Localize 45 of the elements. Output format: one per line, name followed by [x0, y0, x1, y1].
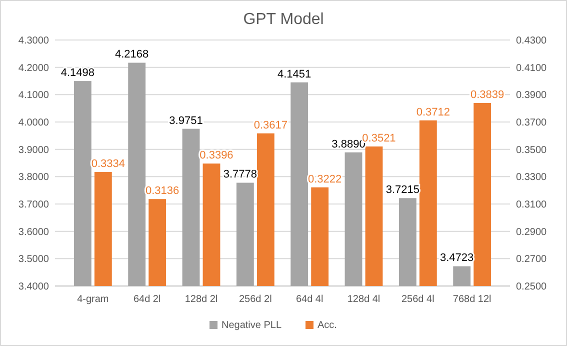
y2-tick-label: 0.3100	[516, 200, 548, 210]
x-tick-label: 768d 12l	[452, 294, 492, 305]
data-label: 0.3712	[416, 106, 450, 118]
y-tick-label: 3.6000	[18, 226, 50, 238]
data-label: 0.3839	[470, 89, 504, 102]
y-tick-label: 3.5000	[18, 254, 50, 266]
y-tick-label: 3.7000	[18, 200, 50, 210]
y-tick-label: 4.0000	[18, 118, 50, 128]
y-tick-label: 3.8000	[18, 172, 50, 184]
x-tick-label: 256d 2l	[239, 294, 272, 305]
x-tick-label: 128d 4l	[347, 294, 380, 305]
data-label: 3.9751	[169, 114, 203, 127]
x-tick-label: 64d 4l	[296, 294, 324, 305]
data-label: 4.1451	[278, 68, 312, 80]
data-label: 3.7778	[223, 168, 257, 181]
data-label: 3.7215	[386, 184, 420, 196]
y-tick-label: 4.3000	[18, 36, 50, 46]
x-tick-label: 4-gram	[77, 294, 109, 305]
y2-tick-label: 0.2900	[516, 226, 548, 238]
data-label: 0.3136	[146, 185, 180, 198]
legend-label: Acc.	[318, 320, 337, 331]
data-label: 0.3222	[308, 173, 342, 186]
data-label: 0.3617	[254, 119, 288, 132]
y-tick-label: 4.2000	[18, 62, 50, 74]
y2-tick-label: 0.2700	[516, 254, 548, 266]
data-label: 0.3396	[200, 150, 234, 162]
y-tick-label: 4.1000	[18, 90, 50, 102]
y2-tick-label: 0.3700	[516, 118, 548, 128]
y2-tick-label: 0.3900	[516, 90, 548, 102]
y2-tick-label: 0.4100	[516, 62, 548, 74]
y-tick-label: 3.9000	[18, 144, 50, 156]
y2-tick-label: 0.2500	[516, 282, 548, 292]
data-label: 4.1498	[60, 67, 94, 80]
chart-title: GPT Model	[243, 11, 324, 28]
x-tick-label: 256d 4l	[402, 294, 434, 305]
y2-tick-label: 0.3300	[516, 172, 548, 184]
data-label: 4.2168	[115, 48, 149, 61]
y2-tick-label: 0.3500	[516, 144, 548, 156]
x-tick-label: 128d 2l	[184, 294, 218, 305]
data-label: 3.4723	[440, 252, 474, 264]
x-tick-label: 64d 2l	[133, 294, 161, 305]
y2-tick-label: 0.4300	[516, 36, 548, 46]
data-label: 0.3334	[91, 158, 125, 170]
y-tick-label: 3.4000	[18, 282, 50, 292]
legend-label: Negative PLL	[222, 320, 282, 331]
